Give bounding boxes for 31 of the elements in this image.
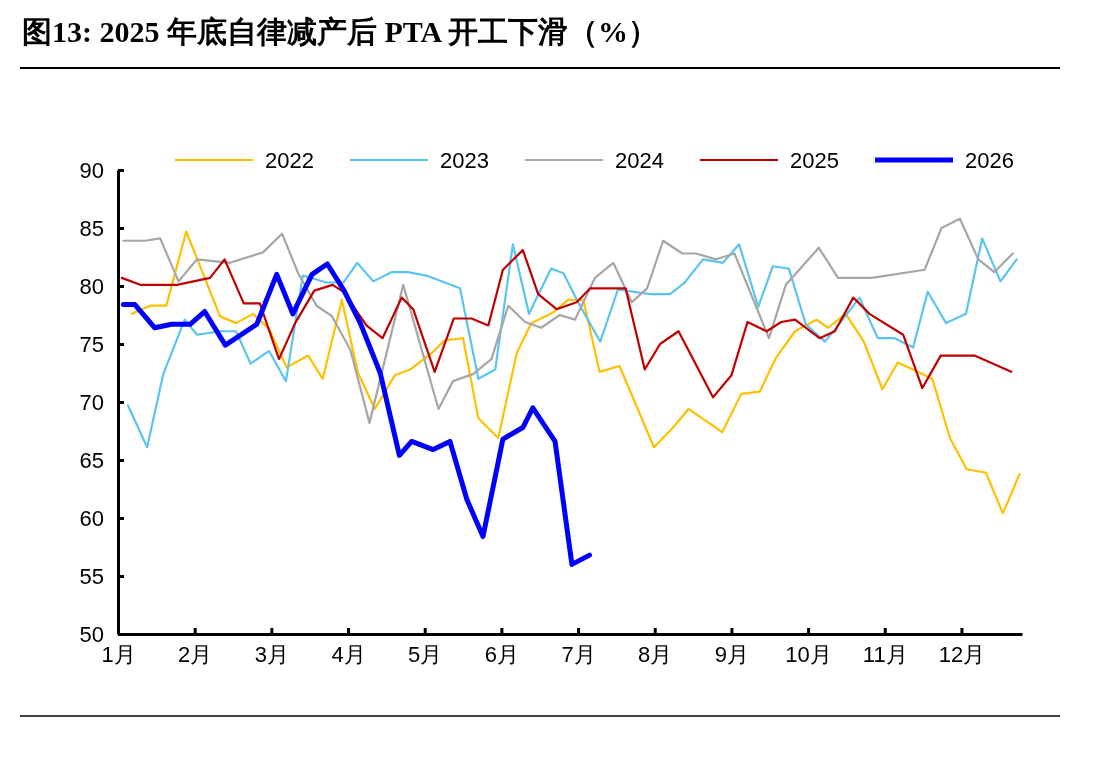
y-tick-label: 85	[79, 215, 104, 241]
line-series	[130, 230, 1021, 515]
x-tick-label: 12月	[938, 641, 986, 667]
x-tick-label: 4月	[331, 641, 366, 667]
legend-label: 2025	[790, 148, 839, 173]
y-tick-label: 50	[79, 621, 104, 647]
legend-label: 2023	[440, 148, 489, 173]
line-series	[126, 237, 1018, 449]
x-tick-label: 7月	[561, 641, 596, 667]
legend-label: 2026	[965, 148, 1014, 173]
x-tick-label: 11月	[862, 641, 908, 667]
y-tick-label: 80	[79, 273, 104, 299]
x-tick-label: 5月	[408, 641, 443, 667]
x-tick-label: 8月	[638, 641, 673, 667]
x-tick-label: 2月	[178, 641, 213, 667]
x-tick-label: 3月	[254, 641, 289, 667]
y-tick-label: 75	[79, 331, 104, 357]
y-tick-label: 70	[79, 389, 104, 415]
y-tick-label: 60	[79, 505, 104, 531]
line-series	[122, 217, 1014, 424]
chart-title: 图13: 2025 年底自律减产后 PTA 开工下滑（%）	[22, 15, 659, 48]
legend-label: 2024	[615, 148, 664, 173]
x-tick-label: 6月	[484, 641, 519, 667]
y-tick-label: 65	[79, 447, 104, 473]
x-tick-label: 10月	[785, 641, 832, 667]
legend-label: 2022	[265, 148, 314, 173]
y-tick-label: 90	[79, 157, 104, 183]
x-tick-label: 1月	[101, 641, 136, 667]
x-tick-label: 9月	[714, 641, 750, 667]
line-series	[120, 248, 1013, 399]
y-tick-label: 55	[79, 563, 104, 589]
